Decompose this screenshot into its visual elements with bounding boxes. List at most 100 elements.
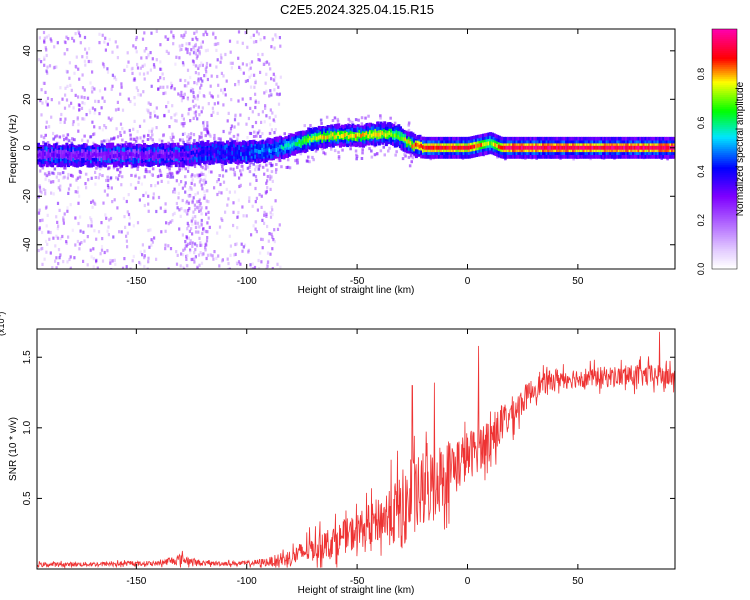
- spectrogram-noise-cell: [187, 81, 190, 85]
- spectrogram-noise-cell: [199, 77, 203, 81]
- spectrogram-noise-cell: [123, 257, 126, 261]
- spectrogram-noise-cell: [45, 53, 48, 58]
- spectrogram-ridge-cell: [420, 143, 424, 148]
- spectrogram-noise-cell: [197, 253, 201, 257]
- spectrogram-ridge-cell: [102, 151, 106, 156]
- spectrogram-noise-cell: [274, 33, 277, 37]
- spectrogram-ridge-cell: [130, 152, 134, 156]
- spectrogram-noise-cell: [248, 163, 252, 167]
- spectrogram-ridge-cell: [224, 151, 228, 156]
- spectrogram-ridge-cell: [268, 148, 272, 153]
- spectrogram-halo-cell: [354, 149, 358, 153]
- spectrogram-ridge-cell: [483, 142, 487, 147]
- spectrogram-ridge-cell: [399, 131, 402, 141]
- spectrogram-noise-cell: [93, 111, 96, 115]
- spectrogram-noise-cell: [212, 31, 215, 35]
- spectrogram-noise-cell: [73, 256, 76, 260]
- spectrogram-noise-cell: [265, 114, 268, 118]
- spectrogram-noise-cell: [182, 248, 185, 252]
- spectrogram-noise-cell: [91, 90, 94, 94]
- spectrogram-noise-cell: [187, 107, 191, 112]
- spectrogram-noise-cell: [75, 178, 78, 182]
- spectrogram-noise-cell: [141, 64, 144, 68]
- spectrogram-noise-cell: [113, 76, 116, 80]
- spectrogram-noise-cell: [234, 252, 237, 256]
- spectrogram-halo-cell: [73, 138, 76, 142]
- spectrogram-ridge-cell: [480, 143, 484, 147]
- spectrogram-halo-cell: [166, 165, 169, 169]
- spectrogram-noise-cell: [139, 136, 142, 140]
- colorbar-swatch: [712, 197, 737, 200]
- colorbar-swatch: [712, 125, 737, 128]
- spectrogram-halo-cell: [330, 147, 333, 151]
- spectrogram-noise-cell: [89, 248, 92, 252]
- spectrogram-noise-cell: [245, 63, 248, 67]
- spectrogram-noise-cell: [217, 178, 220, 182]
- spectrogram-noise-cell: [222, 129, 225, 134]
- spectrogram-noise-cell: [200, 110, 203, 114]
- spectrogram-halo-cell: [45, 174, 49, 178]
- spectrogram-ridge-cell: [494, 143, 498, 147]
- colorbar-swatch: [712, 57, 737, 60]
- snr-panel: -150 -100 -50 0 500.51.01.5 Height of straig…: [0, 312, 676, 596]
- spectrogram-ridge-cell: [363, 133, 367, 137]
- spectrogram-noise-cell: [139, 66, 142, 70]
- spectrogram-halo-cell: [130, 173, 133, 177]
- spectrogram-noise-cell: [204, 174, 207, 178]
- spectrogram-halo-cell: [296, 161, 299, 165]
- spectrogram-ridge-cell: [559, 145, 563, 150]
- spectrogram-noise-cell: [182, 117, 185, 121]
- spectrogram-halo-cell: [321, 147, 324, 151]
- spectrogram-noise-cell: [200, 221, 203, 225]
- spectrogram-noise-cell: [199, 243, 202, 247]
- spectrogram-noise-cell: [53, 45, 56, 49]
- spectrogram-noise-cell: [191, 215, 195, 219]
- spectrogram-noise-cell: [220, 88, 223, 92]
- spectrogram-noise-cell: [178, 44, 181, 48]
- colorbar-swatch: [712, 121, 737, 124]
- colorbar-swatch: [712, 251, 737, 254]
- spectrogram-noise-cell: [265, 72, 268, 76]
- spectrogram-noise-cell: [90, 176, 93, 180]
- spectrogram-noise-cell: [138, 260, 141, 265]
- spectrogram-noise-cell: [194, 215, 197, 219]
- spectrogram-noise-cell: [39, 219, 42, 223]
- spectrogram-ridge-cell: [215, 150, 219, 154]
- spectrogram-noise-cell: [121, 127, 124, 131]
- spectrogram-ridge-cell: [602, 145, 606, 150]
- spectrogram-noise-cell: [79, 215, 82, 219]
- spectrogram-halo-cell: [108, 166, 111, 170]
- spectrogram-halo-cell: [189, 136, 192, 140]
- spectrogram-halo-cell: [404, 154, 407, 158]
- spectrogram-noise-cell: [206, 253, 210, 257]
- spectrogram-halo-cell: [83, 134, 86, 138]
- spectrogram-noise-cell: [129, 267, 132, 269]
- spectrogram-ridge-cell: [331, 132, 335, 137]
- spectrogram-noise-cell: [83, 239, 86, 243]
- spectrogram-noise-cell: [208, 170, 211, 174]
- spectrogram-ridge-cell: [178, 153, 182, 158]
- spectrogram-ridge-cell: [134, 149, 138, 158]
- spectrogram-noise-cell: [111, 200, 114, 204]
- spectrogram-noise-cell: [249, 106, 252, 110]
- spectrogram-noise-cell: [235, 242, 238, 246]
- spectrogram-noise-cell: [170, 84, 174, 88]
- spectrogram-ridge-cell: [197, 147, 201, 157]
- spectrogram-noise-cell: [100, 245, 104, 249]
- spectrogram-noise-cell: [198, 225, 201, 229]
- colorbar-swatch: [712, 137, 737, 140]
- spectrogram-ridge-cell: [52, 152, 56, 157]
- colorbar-swatch: [712, 113, 737, 116]
- spectrogram-ridge-cell: [112, 154, 116, 159]
- spectrogram-noise-cell: [172, 42, 175, 46]
- colorbar-swatch: [712, 257, 737, 260]
- spectrogram-noise-cell: [136, 130, 139, 134]
- spectrogram-halo-cell: [221, 165, 224, 169]
- spectrogram-halo-cell: [136, 165, 140, 168]
- spectrogram-ridge-cell: [70, 152, 74, 162]
- spectrogram-ridge-cell: [63, 154, 67, 158]
- spectrogram-halo-cell: [106, 175, 109, 179]
- spectrogram-noise-cell: [148, 245, 151, 249]
- colorbar-swatch: [712, 99, 737, 102]
- colorbar-swatch: [712, 55, 737, 58]
